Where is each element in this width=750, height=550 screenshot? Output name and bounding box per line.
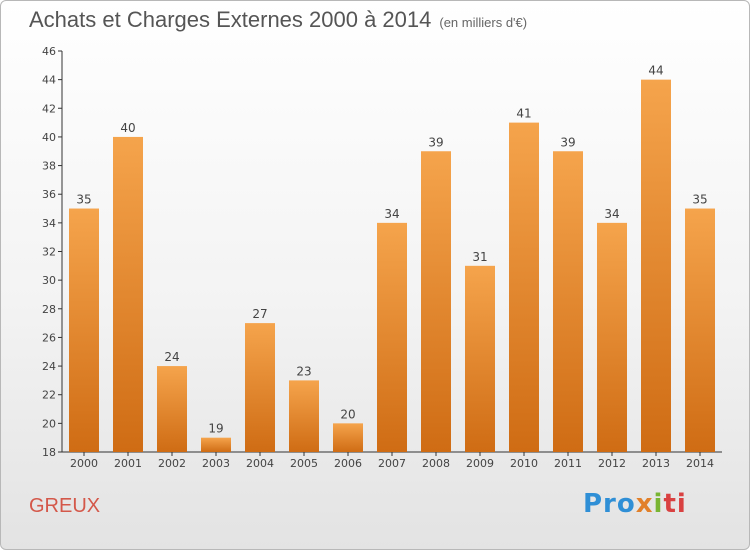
y-tick-label: 46: [42, 45, 56, 58]
x-tick-label: 2000: [70, 457, 98, 470]
y-tick-label: 30: [42, 274, 56, 287]
logo-part-2: x: [635, 489, 654, 519]
y-tick-label: 20: [42, 417, 56, 430]
value-label: 35: [76, 193, 91, 207]
bar: [113, 136, 143, 452]
x-tick-label: 2002: [158, 457, 186, 470]
value-label: 44: [648, 64, 663, 78]
chart-title-text: Achats et Charges Externes 2000 à 2014: [29, 7, 432, 32]
x-tick-label: 2007: [378, 457, 406, 470]
y-tick-label: 28: [42, 303, 56, 316]
bar: [509, 122, 539, 452]
town-name: GREUX: [29, 495, 101, 517]
y-tick-label: 44: [42, 74, 56, 87]
logo-part-1: Pro: [583, 489, 636, 519]
x-tick-label: 2003: [202, 457, 230, 470]
x-tick-label: 2013: [642, 457, 670, 470]
x-tick-label: 2001: [114, 457, 142, 470]
x-tick-label: 2008: [422, 457, 450, 470]
y-tick-label: 38: [42, 160, 56, 173]
bars: [69, 79, 715, 453]
y-tick-label: 26: [42, 331, 56, 344]
x-tick-label: 2011: [554, 457, 582, 470]
y-tick-label: 42: [42, 102, 56, 115]
value-label: 20: [340, 407, 355, 421]
value-label: 27: [252, 307, 267, 321]
value-label: 41: [516, 107, 531, 121]
bar: [465, 265, 495, 452]
value-label: 39: [428, 135, 443, 149]
bar: [157, 366, 187, 452]
logo-part-4: ti: [663, 489, 687, 519]
x-tick-label: 2009: [466, 457, 494, 470]
bar: [685, 208, 715, 452]
proxiti-logo: Proxiti: [583, 489, 687, 519]
bar: [333, 423, 363, 452]
axes: 18 20 22 24 26 28 30 32 34 36 38 40 42 44 46 2000 2001 20…: [42, 45, 722, 470]
chart-subtitle: (en milliers d'€): [439, 15, 528, 30]
y-tick-label: 36: [42, 188, 56, 201]
value-label: 34: [384, 207, 399, 221]
bar: [597, 222, 627, 452]
bar: [201, 437, 231, 452]
value-label: 34: [604, 207, 619, 221]
bar: [553, 151, 583, 452]
y-tick-label: 22: [42, 389, 56, 402]
x-tick-label: 2014: [686, 457, 714, 470]
logo-part-3: i: [653, 489, 664, 519]
x-tick-label: 2012: [598, 457, 626, 470]
bar: [245, 323, 275, 452]
bar: [421, 151, 451, 452]
y-tick-label: 34: [42, 217, 56, 230]
chart-title: Achats et Charges Externes 2000 à 2014 (e…: [29, 7, 527, 33]
y-tick-label: 18: [42, 446, 56, 459]
value-label: 23: [296, 364, 311, 378]
x-tick-label: 2006: [334, 457, 362, 470]
value-label: 40: [120, 121, 135, 135]
value-label: 35: [692, 193, 707, 207]
y-tick-label: 40: [42, 131, 56, 144]
bar: [289, 380, 319, 452]
y-tick-label: 32: [42, 246, 56, 259]
y-tick-label: 24: [42, 360, 56, 373]
x-tick-label: 2005: [290, 457, 318, 470]
value-label: 19: [208, 422, 223, 436]
value-label: 24: [164, 350, 179, 364]
x-tick-label: 2010: [510, 457, 538, 470]
value-label: 31: [472, 250, 487, 264]
bar: [641, 79, 671, 453]
bar: [69, 208, 99, 452]
bar: [377, 222, 407, 452]
value-labels: 35 40 24 19 27 23 20 34 39 31 41 39 34 44 35: [76, 64, 707, 436]
x-tick-label: 2004: [246, 457, 274, 470]
value-label: 39: [560, 135, 575, 149]
